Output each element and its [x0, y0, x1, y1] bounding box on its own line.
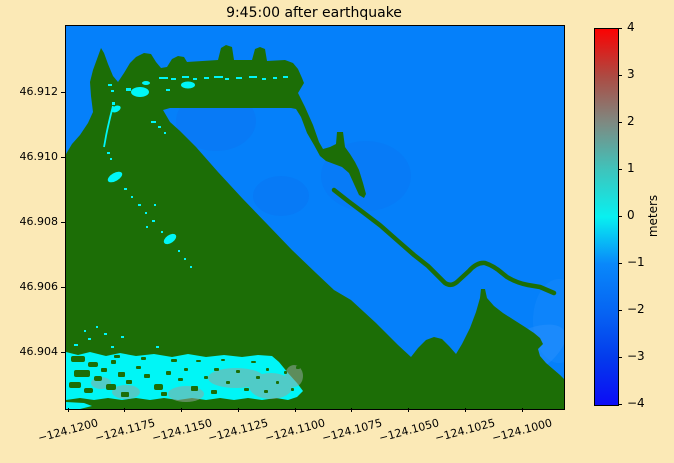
plot-title: 9:45:00 after earthquake: [226, 5, 402, 21]
colorbar-tick-label: −4: [627, 396, 645, 410]
colorbar-tick-label: 3: [627, 67, 635, 81]
x-tick-mark: [181, 408, 182, 412]
colorbar-tick-mark: [618, 356, 622, 358]
y-tick-label: 46.906: [19, 280, 59, 293]
plot-area: [65, 25, 565, 410]
y-tick-mark: [61, 156, 65, 158]
main-landmass: [66, 45, 564, 409]
y-tick-mark: [61, 221, 65, 223]
x-tick-mark: [67, 408, 69, 412]
y-tick-mark: [61, 91, 65, 93]
y-tick-mark: [61, 351, 65, 353]
colorbar-tick-label: 0: [627, 208, 635, 222]
colorbar-tick-mark: [618, 121, 622, 123]
colorbar-tick-mark: [618, 74, 622, 76]
colorbar-tick-mark: [618, 27, 622, 29]
x-tick-mark: [294, 408, 296, 412]
colorbar-tick-label: 2: [627, 114, 635, 128]
y-tick-label: 46.910: [19, 150, 59, 163]
x-tick-mark: [351, 408, 353, 412]
y-tick-label: 46.912: [19, 85, 59, 98]
flood-gray-patches: [91, 365, 303, 402]
x-tick-mark: [237, 408, 239, 412]
colorbar-tick-mark: [618, 215, 622, 217]
x-tick-mark: [408, 408, 409, 412]
colorbar-tick-mark: [618, 403, 622, 405]
colorbar-tick-label: 1: [627, 161, 635, 175]
y-tick-label: 46.908: [19, 215, 59, 228]
colorbar: [594, 28, 619, 406]
y-tick-label: 46.904: [19, 345, 59, 358]
flood-green-speckles: [69, 355, 300, 397]
colorbar-tick-mark: [618, 168, 622, 170]
colorbar-tick-mark: [618, 262, 622, 264]
jetty-breakwater: [331, 187, 557, 296]
wet-cells: [74, 76, 288, 348]
x-tick-mark: [521, 408, 523, 412]
y-tick-mark: [61, 286, 65, 288]
colorbar-tick-label: −2: [627, 302, 645, 316]
flooded-zone: [66, 352, 303, 409]
map-canvas: [66, 45, 564, 409]
x-tick-mark: [124, 408, 126, 412]
colorbar-tick-mark: [618, 309, 622, 311]
colorbar-tick-label: −3: [627, 349, 645, 363]
colorbar-tick-label: −1: [627, 255, 645, 269]
x-tick-mark: [464, 408, 466, 412]
colorbar-tick-label: 4: [627, 20, 635, 34]
